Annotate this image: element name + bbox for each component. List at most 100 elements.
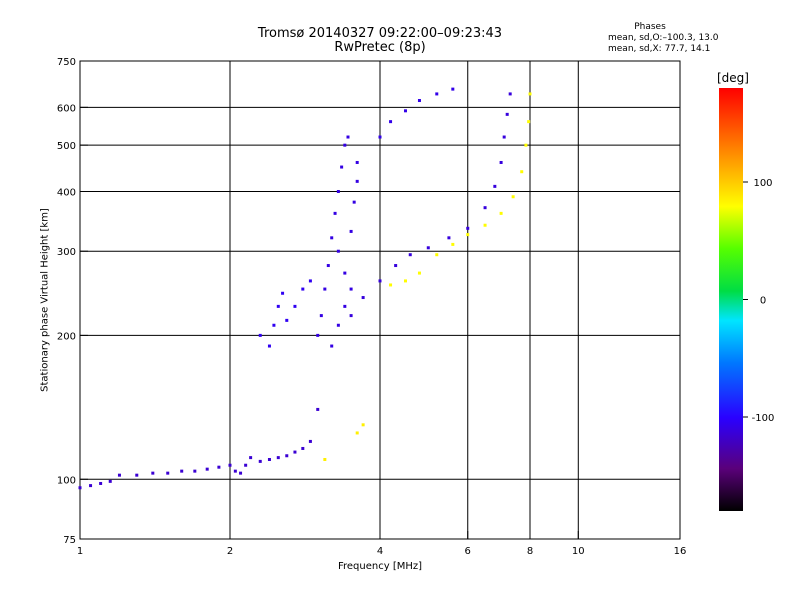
- data-point: [323, 457, 327, 461]
- data-point: [426, 246, 430, 250]
- data-point: [417, 99, 421, 103]
- chart-title: Tromsø 20140327 09:22:00–09:23:43: [257, 26, 503, 41]
- data-point: [258, 459, 262, 463]
- data-point: [499, 211, 503, 215]
- data-point: [276, 456, 280, 460]
- data-point: [301, 287, 305, 291]
- data-point: [233, 469, 237, 473]
- data-point: [527, 120, 531, 124]
- y-tick-label: 200: [57, 331, 76, 342]
- data-point: [361, 296, 365, 300]
- data-point: [505, 112, 509, 116]
- data-point: [267, 344, 271, 348]
- data-point: [285, 318, 289, 322]
- y-axis-label: Stationary phase Virtual Height [km]: [39, 208, 51, 392]
- data-point: [389, 120, 393, 124]
- data-point: [276, 304, 280, 308]
- x-tick-label: 2: [227, 546, 233, 557]
- data-point: [89, 484, 93, 488]
- data-point: [99, 481, 103, 485]
- data-point: [528, 92, 532, 96]
- data-point: [308, 279, 312, 283]
- data-point: [466, 226, 470, 230]
- data-point: [355, 160, 359, 164]
- data-point: [355, 431, 359, 435]
- data-point: [336, 189, 340, 193]
- data-point: [330, 236, 334, 240]
- data-point: [180, 469, 184, 473]
- data-point: [244, 463, 248, 467]
- data-point: [330, 344, 334, 348]
- data-point: [267, 457, 271, 461]
- colorbar-tick-label: 0: [760, 296, 766, 307]
- colorbar-ticks: 100 0 -100: [743, 178, 774, 424]
- data-point: [511, 195, 515, 199]
- data-point: [499, 160, 503, 164]
- series-o-mode-upper-branch: [378, 87, 455, 139]
- data-point: [352, 200, 356, 204]
- chart-subtitle: RwPretec (8p): [334, 40, 426, 55]
- data-point: [502, 135, 506, 139]
- data-point: [343, 143, 347, 147]
- data-point: [403, 279, 407, 283]
- data-point: [447, 236, 451, 240]
- data-point: [205, 467, 209, 471]
- data-point: [319, 314, 323, 318]
- data-point: [524, 143, 528, 147]
- y-tick-label: 750: [57, 57, 76, 68]
- data-point: [346, 135, 350, 139]
- y-tick-label: 300: [57, 247, 76, 258]
- axis-ticks: 1 2 4 6 8 10 16 75 100 200 300 400 500 600 750: [57, 57, 686, 557]
- data-point: [228, 463, 232, 467]
- colorbar: [719, 88, 743, 511]
- data-point: [361, 423, 365, 427]
- data-point: [466, 233, 470, 237]
- data-point: [343, 304, 347, 308]
- data-point: [308, 439, 312, 443]
- data-point: [417, 271, 421, 275]
- data-point: [483, 223, 487, 227]
- data-point: [117, 473, 121, 477]
- x-tick-label: 1: [77, 546, 83, 557]
- data-point: [108, 479, 112, 483]
- y-tick-label: 500: [57, 141, 76, 152]
- data-point: [78, 486, 82, 490]
- phases-x-stats: mean, sd,X: 77.7, 14.1: [608, 44, 711, 54]
- data-point: [316, 407, 320, 411]
- data-point: [483, 206, 487, 210]
- data-point: [520, 170, 524, 174]
- data-point: [217, 465, 221, 469]
- data-point: [435, 253, 439, 257]
- data-point: [349, 314, 353, 318]
- data-point: [451, 87, 455, 91]
- data-point: [355, 179, 359, 183]
- data-point: [336, 323, 340, 327]
- phases-heading: Phases: [634, 22, 666, 32]
- data-point: [293, 450, 297, 454]
- data-point: [343, 271, 347, 275]
- data-point: [408, 253, 412, 257]
- data-point: [323, 287, 327, 291]
- data-point: [508, 92, 512, 96]
- data-point: [316, 333, 320, 337]
- x-axis-label: Frequency [MHz]: [337, 561, 423, 572]
- y-tick-label: 400: [57, 187, 76, 198]
- data-point: [293, 304, 297, 308]
- colorbar-label: [deg]: [717, 71, 749, 85]
- x-tick-label: 16: [674, 546, 687, 557]
- y-tick-label: 100: [57, 475, 76, 486]
- data-point: [166, 471, 170, 475]
- data-point: [249, 456, 253, 460]
- data-point: [272, 323, 276, 327]
- data-point: [258, 333, 262, 337]
- data-point: [301, 446, 305, 450]
- colorbar-tick-label: 100: [753, 178, 772, 189]
- y-tick-label: 75: [63, 535, 76, 546]
- data-point: [326, 264, 330, 268]
- data-point: [389, 283, 393, 287]
- data-point: [349, 287, 353, 291]
- data-point: [394, 264, 398, 268]
- series-o-mode-trace-low-: [78, 407, 320, 490]
- data-point: [135, 473, 139, 477]
